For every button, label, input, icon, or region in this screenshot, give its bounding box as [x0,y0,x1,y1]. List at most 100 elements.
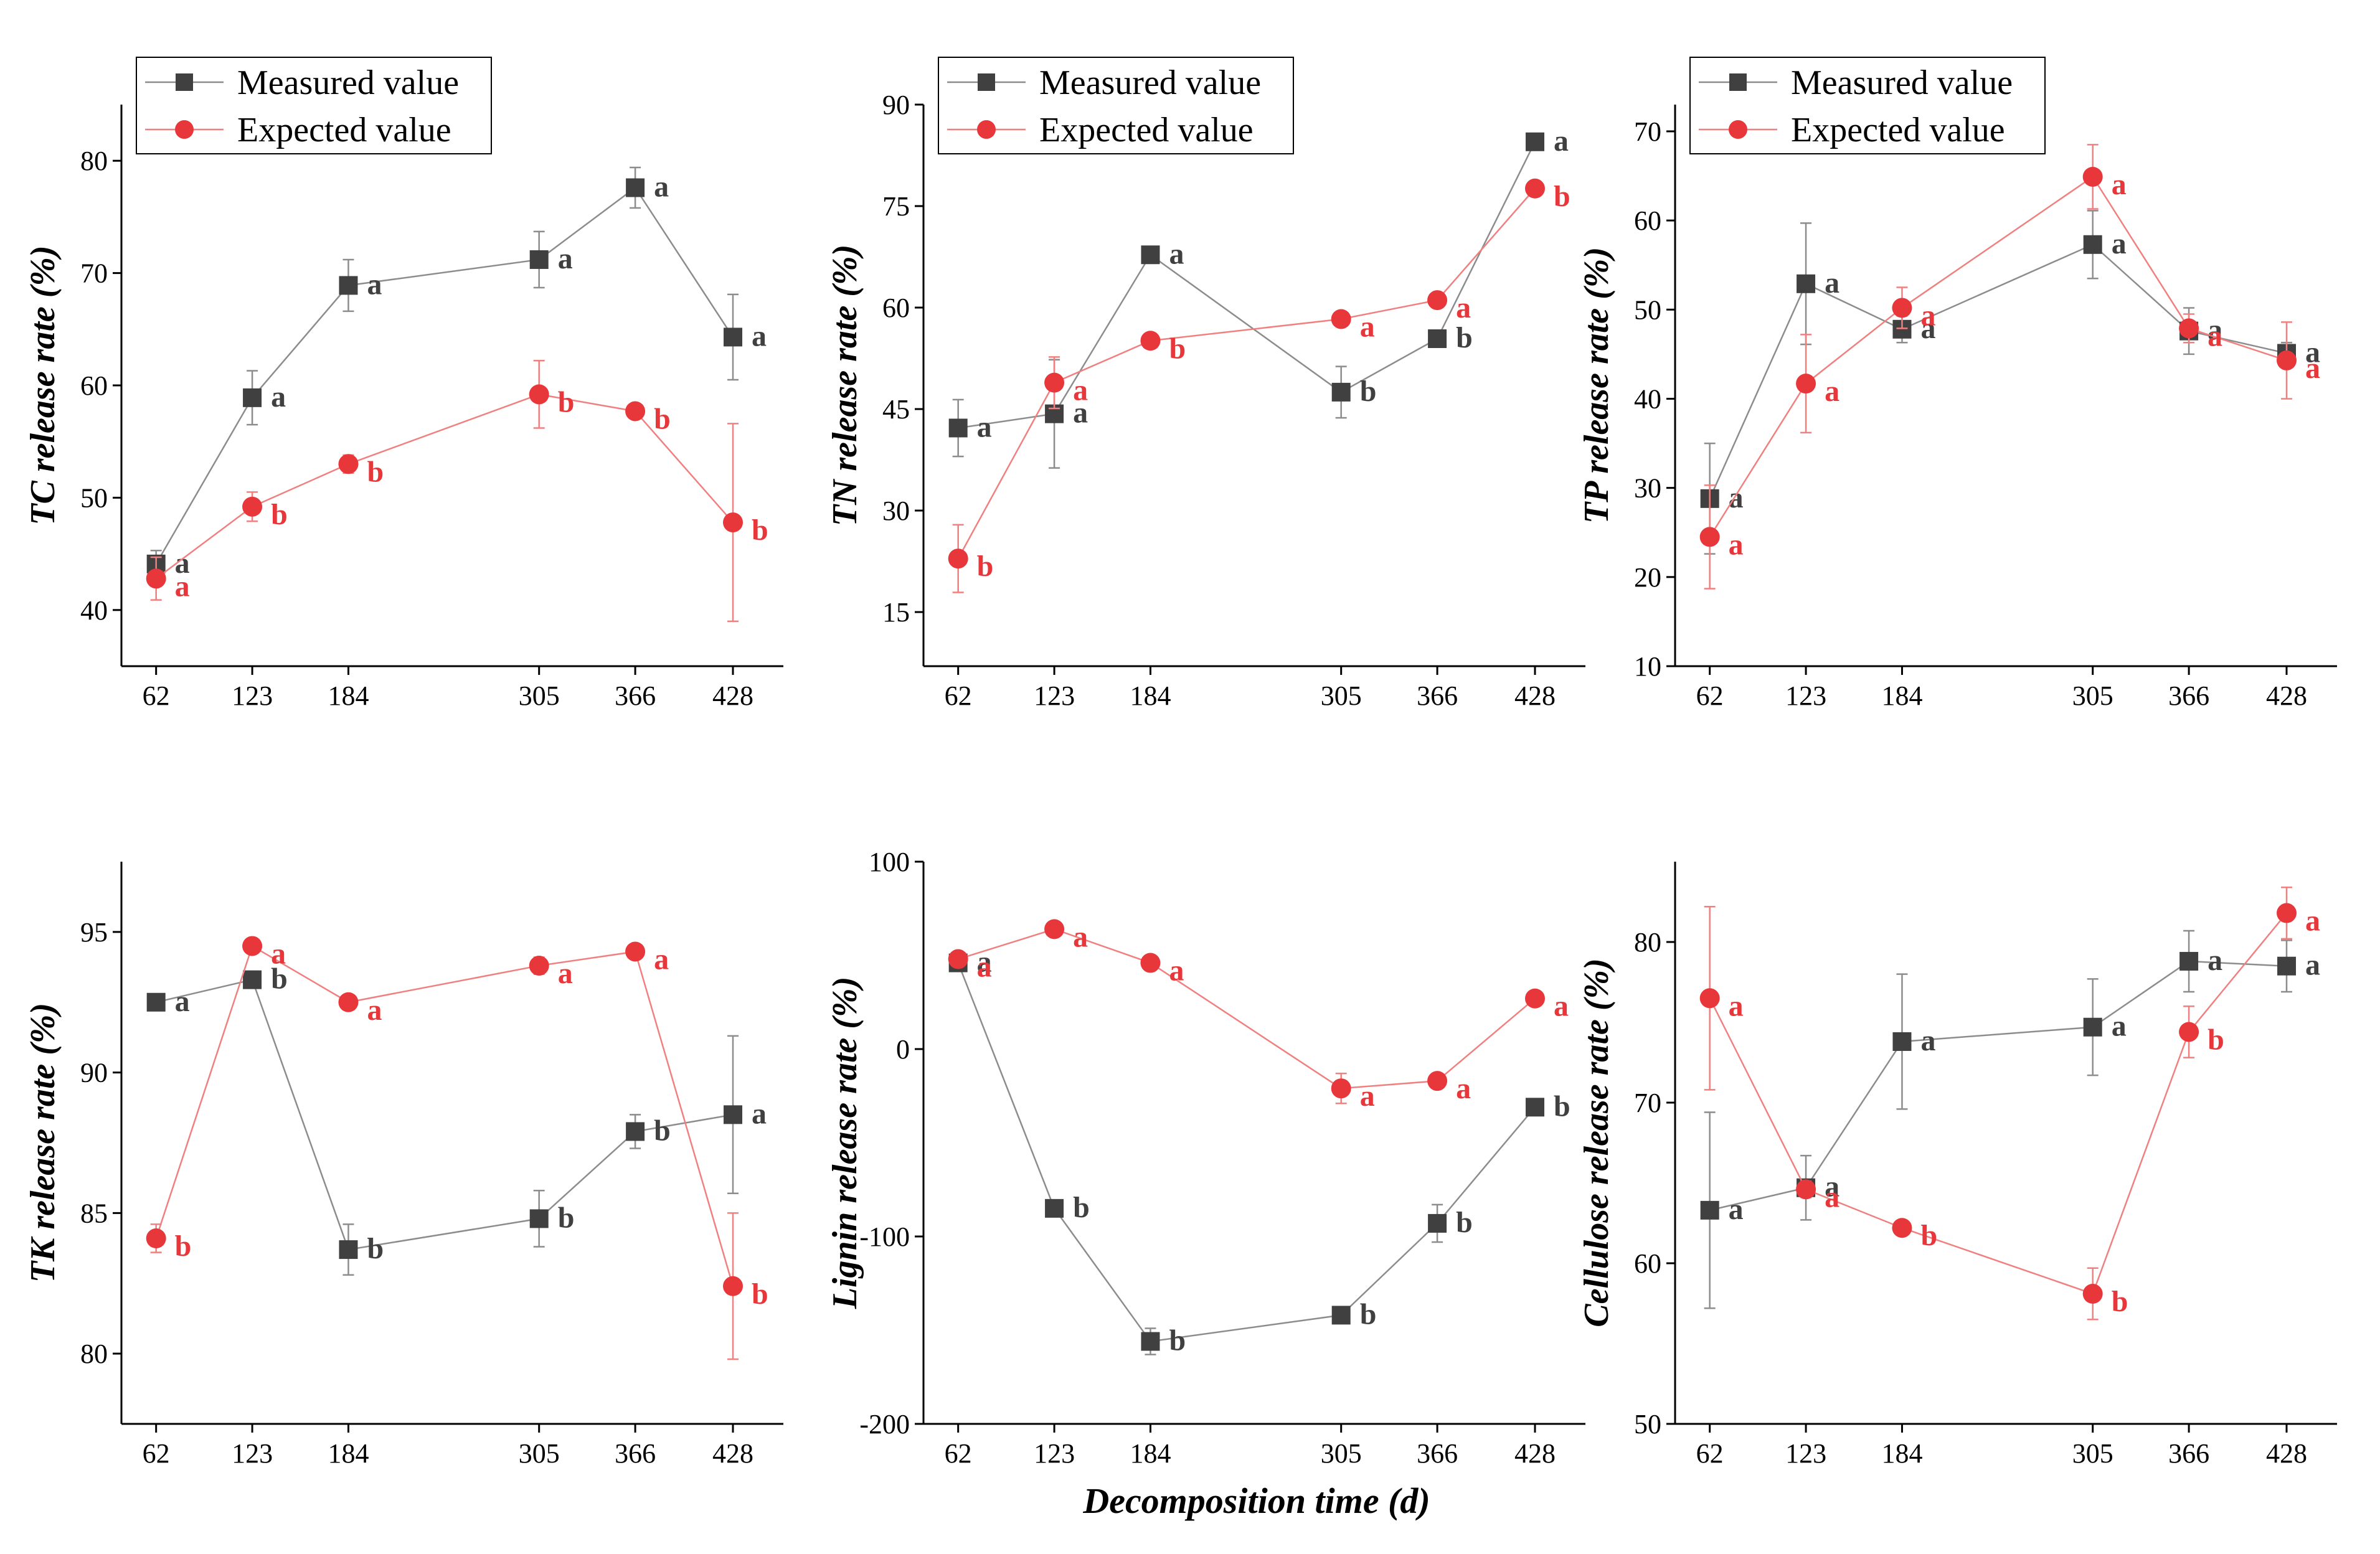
y-tick-label: 100 [869,847,910,877]
data-point-expected [948,949,968,969]
significance-letter: a [2305,336,2320,369]
data-point-measured [948,418,968,438]
data-point-expected [338,454,359,474]
chart-panel-6: 50 60 70 80 62 123 184 305 366 428 Cellulose relea… [1577,57,2337,1469]
y-axis-title-suffix: release rate (%) [826,245,864,480]
data-point-expected [242,496,263,517]
data-point-measured [2083,235,2102,254]
series-expected: a a a a a a [948,919,1569,1113]
data-point-expected [2179,1022,2199,1042]
x-tick-label: 428 [1514,680,1556,711]
y-tick-label: 95 [80,917,108,948]
legend-label: Expected value [1039,111,1254,149]
data-point-expected [1331,1078,1351,1099]
significance-letter: a [977,410,992,443]
legend: Measured value Expected value [136,57,492,154]
x-tick-label: 305 [1321,1438,1362,1469]
data-point-expected [146,1228,166,1249]
data-point-measured [626,1122,645,1141]
y-axis-title-prefix: TC [24,481,62,525]
legend-label: Measured value [1039,64,1261,102]
y-axis-title: TK release rate (%) [24,1003,62,1283]
y-tick-label: 80 [80,146,108,176]
y-tick-label: 20 [1634,562,1661,593]
data-point-measured [1797,274,1816,293]
legend: Measured value Expected value [1689,57,2046,154]
legend-marker [176,73,193,91]
x-tick-label: 184 [1881,1438,1922,1469]
data-point-expected [1699,527,1720,547]
series-line-measured [957,963,1536,1342]
data-point-expected [2277,350,2297,370]
x-tick-label: 123 [1034,1438,1075,1469]
data-point-expected [529,956,549,976]
series-line-expected [155,944,734,1287]
data-point-measured [243,388,262,407]
data-point-expected [1892,298,1912,318]
significance-letter: a [2305,352,2320,385]
significance-letter: a [1920,299,1935,332]
significance-letter: a [1920,1024,1935,1057]
significance-letter: a [1073,374,1088,407]
data-point-measured [243,970,262,989]
y-tick-label: 0 [896,1034,910,1065]
x-tick-label: 305 [2072,680,2113,711]
significance-letter: b [271,498,288,531]
data-point-expected [2277,903,2297,923]
x-tick-label: 123 [1785,1438,1826,1469]
significance-letter: b [367,455,384,488]
y-tick-label: 50 [1634,294,1661,325]
significance-letter: a [1729,1193,1744,1226]
data-point-expected [1044,919,1065,939]
data-point-expected [146,568,166,589]
data-point-measured [1141,245,1160,265]
data-point-expected [625,401,646,421]
y-tick-label: 70 [80,258,108,289]
data-point-expected [1796,374,1816,394]
series-measured: a b b b b a [146,963,767,1276]
chart-panel-3: 10 20 30 40 50 60 70 62 123 184 305 366 428 TP releas… [1577,57,2337,711]
significance-letter: b [175,1230,192,1263]
series-line-expected [1709,176,2287,538]
significance-letter: b [977,550,994,583]
significance-letter: b [367,1232,384,1265]
x-tick-label: 305 [2072,1438,2113,1469]
significance-letter: a [1169,237,1184,270]
significance-letter: a [977,951,992,984]
y-axis-title-suffix: release rate (%) [24,245,62,481]
series-line-measured [1709,243,2287,499]
data-point-measured [146,992,166,1012]
x-tick-label: 428 [1514,1438,1556,1469]
data-point-expected [1892,1218,1912,1238]
significance-letter: a [558,957,573,990]
y-tick-label: -200 [859,1409,910,1439]
significance-letter: b [1456,1206,1473,1239]
significance-letter: a [1073,920,1088,953]
y-axis-title-suffix: release rate (%) [24,1003,62,1238]
significance-letter: b [1169,332,1186,365]
data-point-expected [529,384,549,405]
legend-label: Measured value [237,64,459,102]
data-point-expected [2179,318,2199,339]
significance-letter: a [175,985,190,1018]
y-tick-label: 60 [1634,1248,1661,1279]
x-tick-label: 366 [1417,1438,1458,1469]
y-tick-label: 30 [882,496,910,526]
significance-letter: a [1729,989,1744,1022]
significance-letter: a [367,994,382,1027]
series-line-measured [156,979,734,1251]
legend-box [136,57,492,154]
significance-letter: b [1169,1324,1186,1357]
significance-letter: b [558,1201,575,1234]
significance-letter: a [1729,528,1744,561]
y-tick-label: 90 [80,1058,108,1088]
legend-box [1689,57,2046,154]
data-point-measured [529,1209,549,1228]
significance-letter: b [752,514,768,547]
significance-letter: b [1554,1090,1570,1123]
